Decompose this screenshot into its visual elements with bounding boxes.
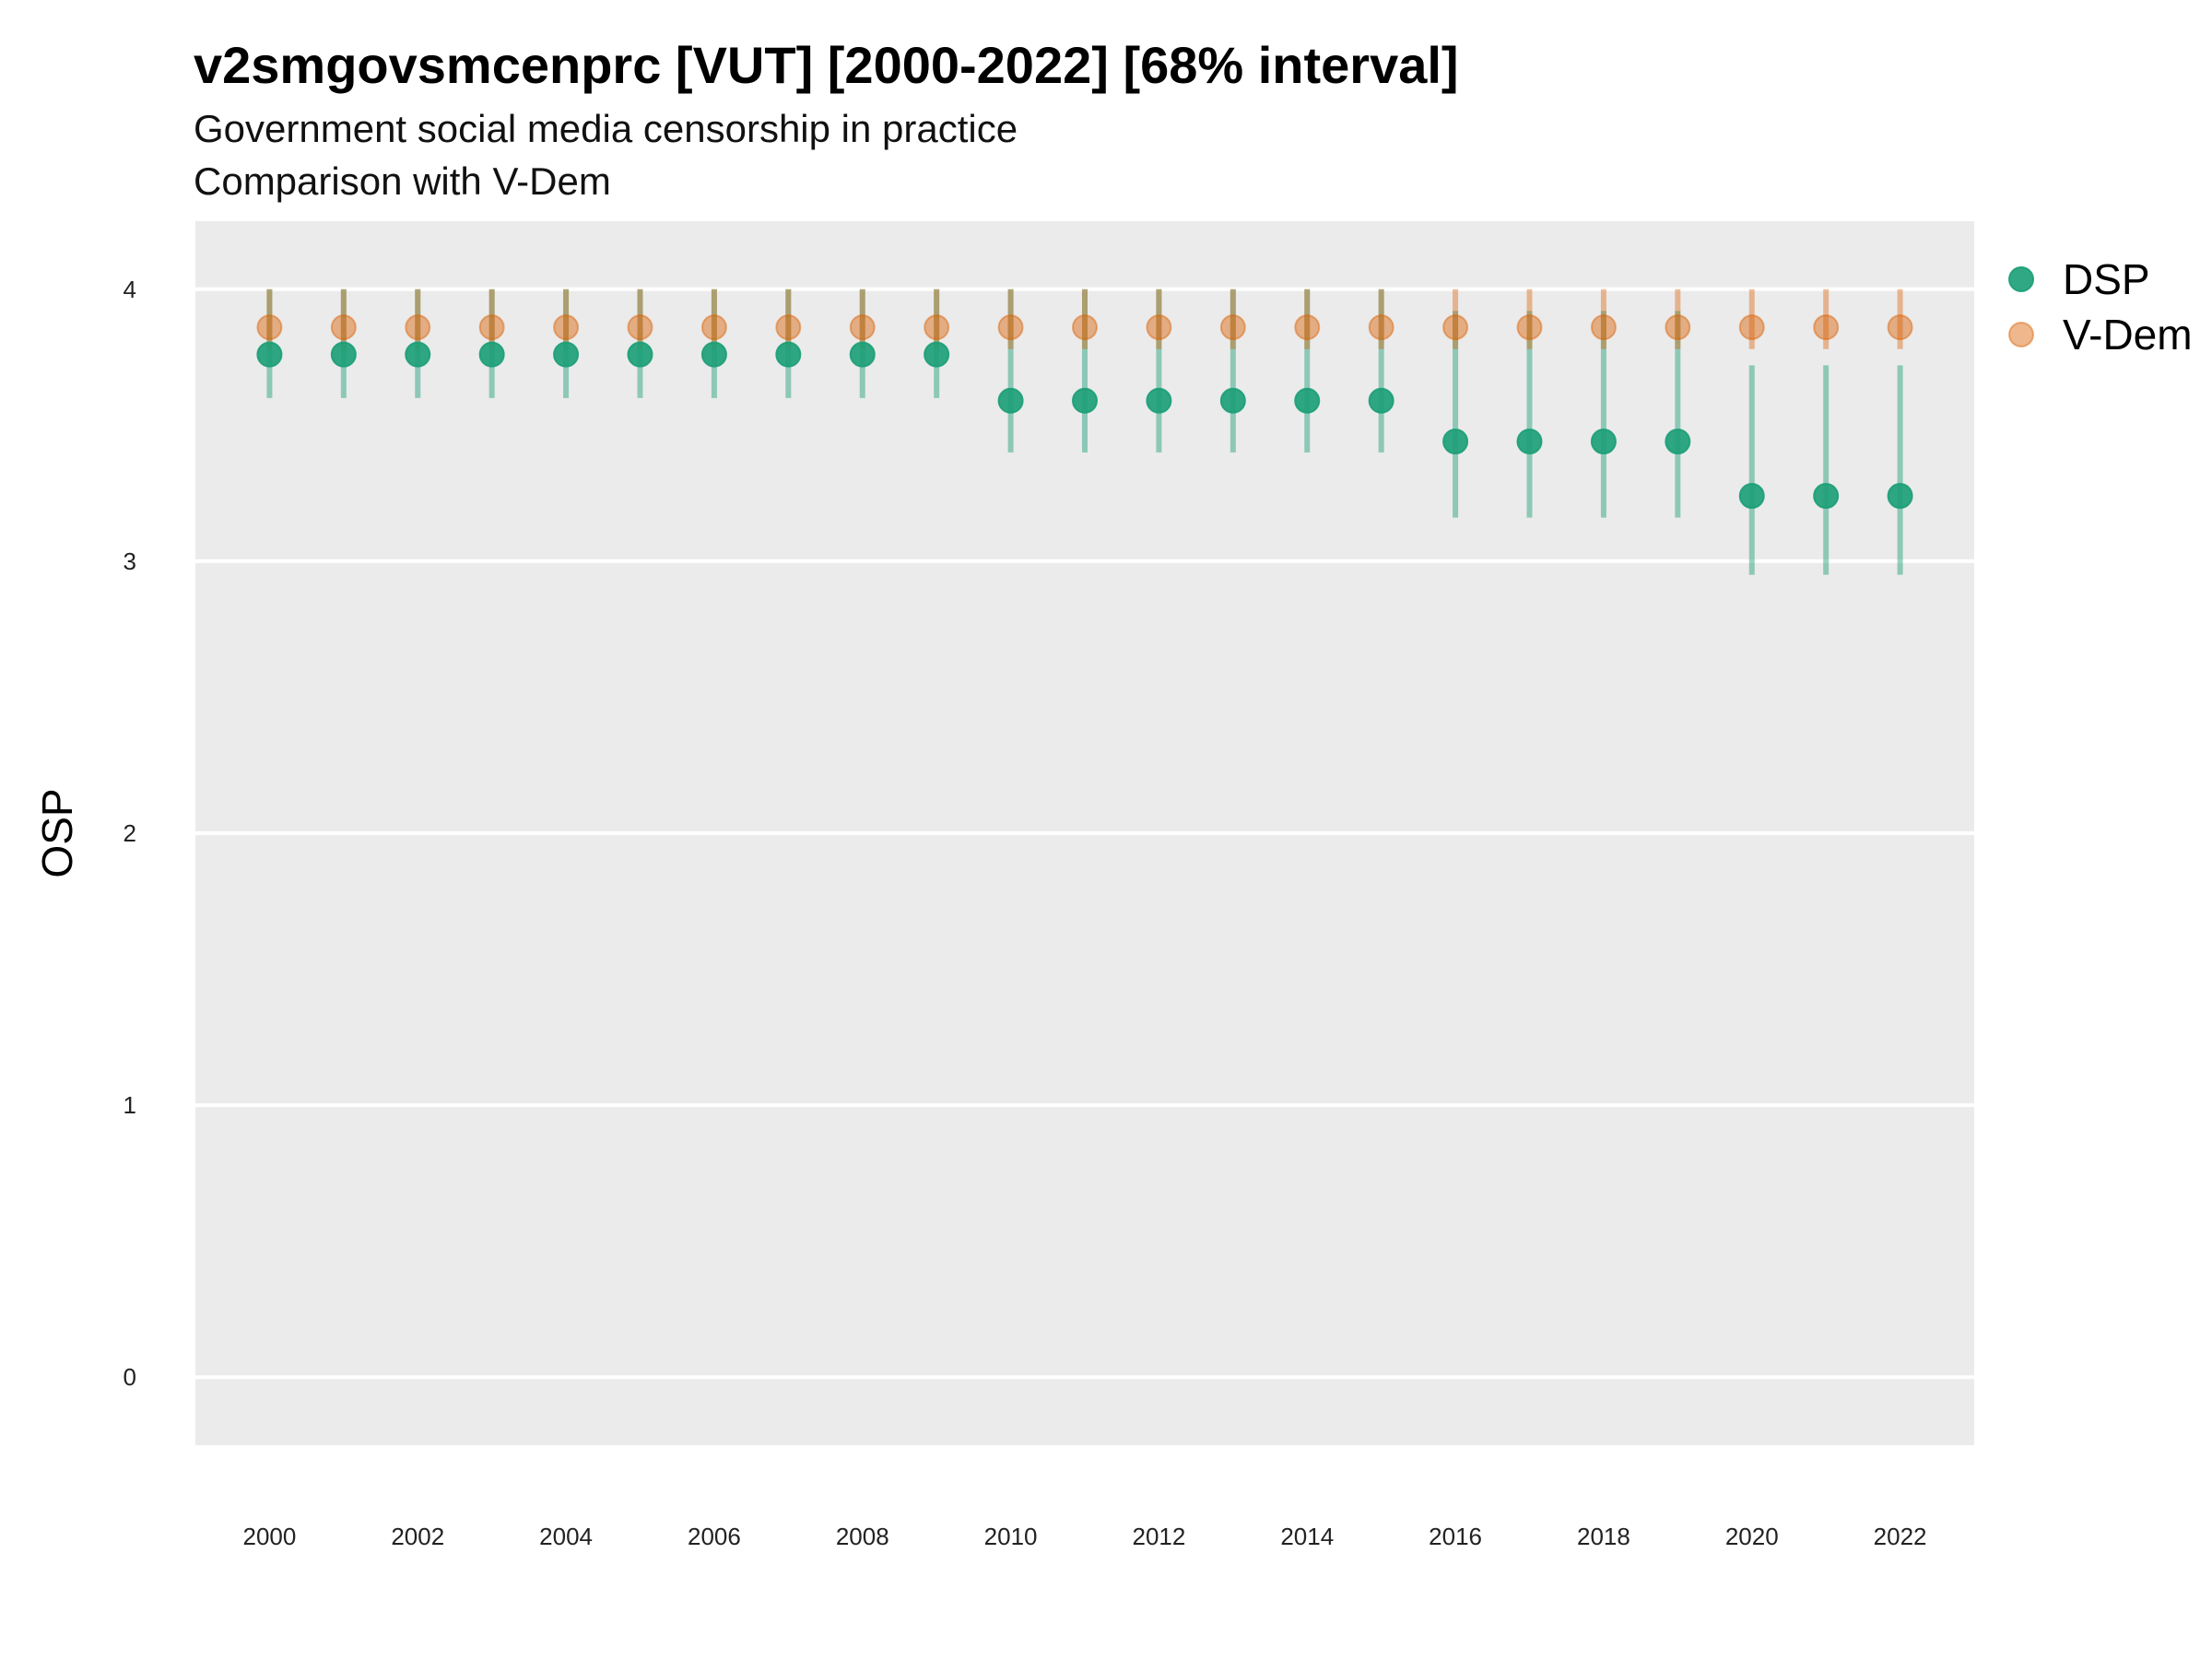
y-tick-label: 1 xyxy=(124,1091,136,1119)
v-dem-point xyxy=(330,314,357,341)
dsp-point xyxy=(1813,483,1840,510)
v-dem-point xyxy=(924,314,950,341)
x-tick-label: 2010 xyxy=(984,1523,1038,1550)
x-tick-label: 2018 xyxy=(1577,1523,1630,1550)
dsp-point xyxy=(330,341,357,368)
dsp-point xyxy=(1887,483,1913,510)
x-tick-label: 2008 xyxy=(836,1523,889,1550)
grid-lines xyxy=(195,287,1974,1380)
legend-label-dsp: DSP xyxy=(2063,255,2150,303)
dsp-point xyxy=(700,341,727,368)
x-tick-label: 2002 xyxy=(391,1523,444,1550)
v-dem-point xyxy=(1665,314,1691,341)
dsp-point xyxy=(1146,387,1172,414)
legend-key-dsp xyxy=(2008,266,2034,292)
dsp-point xyxy=(627,341,653,368)
dsp-point xyxy=(1219,387,1246,414)
x-tick-label: 2012 xyxy=(1132,1523,1185,1550)
dsp-point xyxy=(924,341,950,368)
v-dem-point xyxy=(553,314,580,341)
dsp-point xyxy=(1072,387,1098,414)
x-tick-label: 2014 xyxy=(1280,1523,1334,1550)
chart-subtitle-comparison: Comparison with V-Dem xyxy=(194,159,611,203)
dsp-point xyxy=(1590,429,1617,455)
chart-subtitle: Government social media censorship in pr… xyxy=(194,107,1018,150)
v-dem-point xyxy=(775,314,802,341)
x-tick-labels: 2000 2002 2004 2006 2008 2010 2012 2014 2016 2018… xyxy=(242,1523,1926,1550)
v-dem-point xyxy=(700,314,727,341)
v-dem-point xyxy=(1516,314,1543,341)
dsp-point xyxy=(1368,387,1394,414)
dsp-point xyxy=(997,387,1024,414)
dsp-point xyxy=(1442,429,1469,455)
dsp-point xyxy=(1665,429,1691,455)
v-dem-point xyxy=(256,314,283,341)
y-tick-label: 3 xyxy=(124,547,136,575)
data-points xyxy=(256,314,1913,510)
dsp-point xyxy=(553,341,580,368)
dsp-point xyxy=(478,341,505,368)
x-tick-label: 2022 xyxy=(1874,1523,1927,1550)
v-dem-point xyxy=(1887,314,1913,341)
v-dem-point xyxy=(1294,314,1321,341)
y-tick-labels: 0 1 2 3 4 xyxy=(124,276,136,1391)
dsp-point xyxy=(849,341,876,368)
v-dem-point xyxy=(405,314,431,341)
v-dem-point xyxy=(1219,314,1246,341)
x-tick-label: 2006 xyxy=(688,1523,741,1550)
y-tick-label: 2 xyxy=(124,819,136,847)
dsp-point xyxy=(405,341,431,368)
v-dem-point xyxy=(627,314,653,341)
dsp-point xyxy=(1516,429,1543,455)
y-tick-label: 0 xyxy=(124,1363,136,1391)
dsp-point xyxy=(775,341,802,368)
v-dem-point xyxy=(1738,314,1765,341)
v-dem-point xyxy=(1368,314,1394,341)
v-dem-point xyxy=(1146,314,1172,341)
y-axis-title: OSP xyxy=(33,788,81,877)
legend: DSP V-Dem xyxy=(2008,255,2193,359)
v-dem-point xyxy=(997,314,1024,341)
x-tick-label: 2020 xyxy=(1725,1523,1779,1550)
v-dem-point xyxy=(1072,314,1098,341)
v-dem-point xyxy=(478,314,505,341)
legend-key-v-dem xyxy=(2008,322,2034,347)
legend-label-v-dem: V-Dem xyxy=(2063,311,2193,359)
v-dem-point xyxy=(1590,314,1617,341)
x-tick-label: 2016 xyxy=(1429,1523,1482,1550)
x-tick-label: 2004 xyxy=(539,1523,593,1550)
dsp-point xyxy=(1294,387,1321,414)
dsp-point xyxy=(1738,483,1765,510)
x-tick-label: 2000 xyxy=(242,1523,296,1550)
v-dem-point xyxy=(1442,314,1469,341)
v-dem-point xyxy=(1813,314,1840,341)
dsp-point xyxy=(256,341,283,368)
v-dem-point xyxy=(849,314,876,341)
y-tick-label: 4 xyxy=(124,276,136,303)
chart-title: v2smgovsmcenprc [VUT] [2000-2022] [68% i… xyxy=(194,36,1459,94)
